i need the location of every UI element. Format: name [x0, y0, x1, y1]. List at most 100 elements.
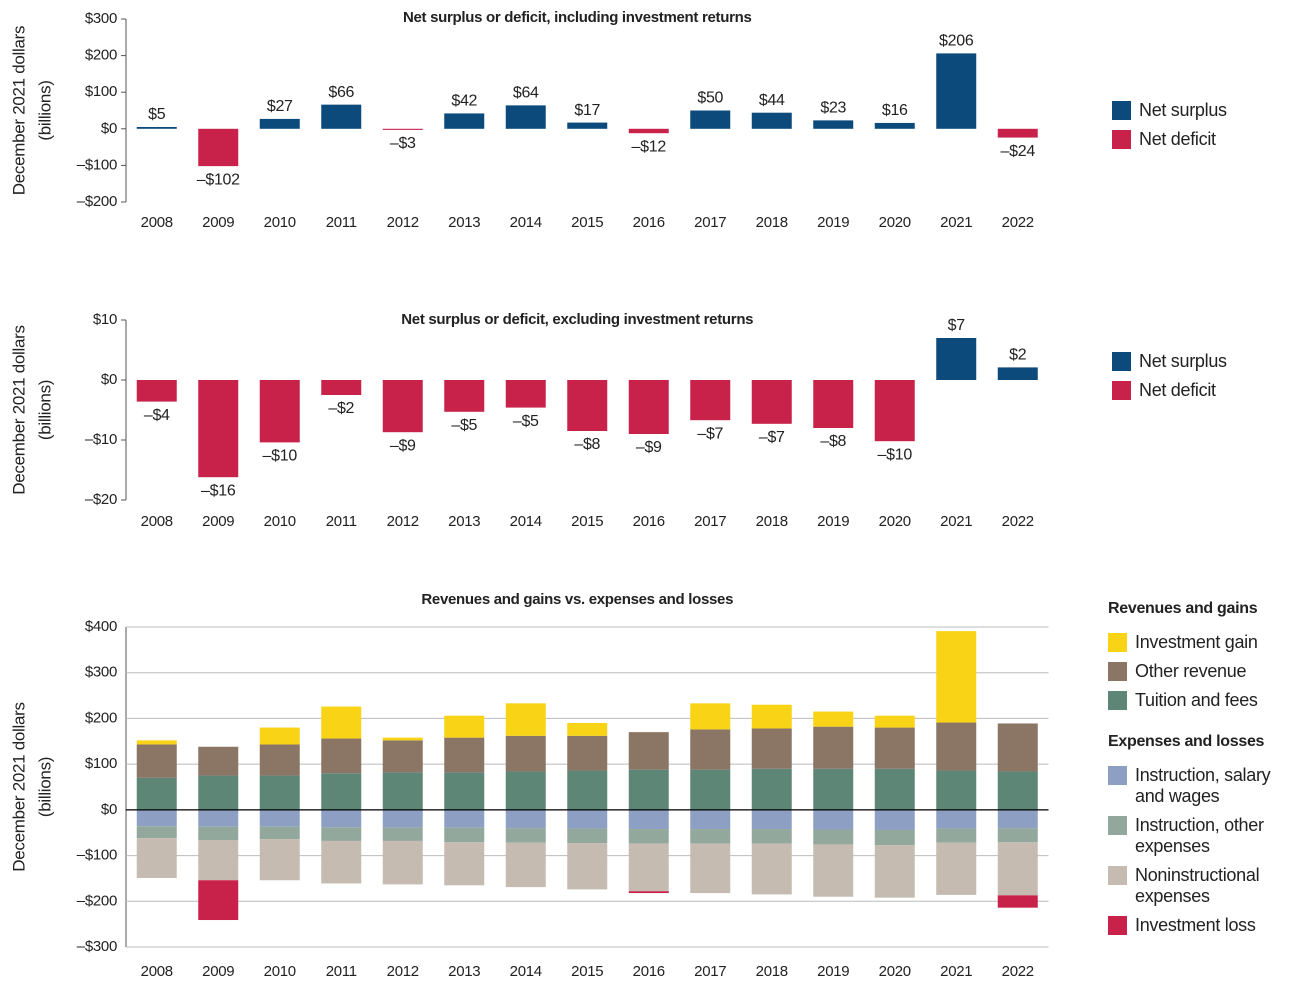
legend-item: Instruction, salary and wages: [1108, 765, 1298, 807]
bar-segment: [505, 842, 546, 888]
value-label: –$2: [328, 400, 354, 417]
y-axis-label: (billions): [35, 380, 54, 440]
x-tick-label: 2019: [817, 513, 849, 530]
bar-segment: [259, 826, 300, 840]
x-tick-label: 2016: [633, 963, 665, 980]
bar: [321, 380, 362, 395]
x-tick-label: 2018: [756, 963, 788, 980]
x-tick-label: 2021: [940, 214, 972, 231]
legend-item: Net deficit: [1112, 380, 1300, 401]
value-label: –$8: [820, 433, 846, 450]
bar: [690, 110, 731, 129]
bar: [321, 104, 362, 129]
value-label: $50: [697, 90, 723, 107]
bar-segment: [628, 769, 669, 810]
bar: [813, 120, 854, 129]
bar-segment: [567, 723, 608, 736]
legend-item: Investment loss: [1108, 915, 1298, 936]
bar-segment: [382, 809, 423, 828]
bar: [936, 338, 977, 380]
x-tick-label: 2014: [510, 513, 542, 530]
bar-segment: [813, 829, 854, 845]
bar-segment: [136, 744, 177, 778]
value-label: $42: [451, 93, 477, 110]
y-tick-label: –$100: [77, 156, 117, 173]
bar-segment: [198, 826, 239, 841]
legend-swatch: [1112, 101, 1131, 120]
legend-swatch: [1112, 381, 1131, 400]
x-tick-label: 2018: [756, 214, 788, 231]
value-label: –$24: [1001, 143, 1036, 160]
x-tick-label: 2019: [817, 214, 849, 231]
bar: [136, 380, 177, 402]
legend-item: Tuition and fees: [1108, 690, 1298, 711]
legend-label: Instruction, salary and wages: [1135, 765, 1271, 806]
x-tick-label: 2008: [141, 963, 173, 980]
bar-segment: [690, 809, 731, 830]
x-tick-label: 2015: [571, 963, 603, 980]
bar-segment: [813, 768, 854, 810]
value-label: –$5: [513, 413, 539, 430]
bar: [997, 367, 1038, 380]
bar-segment: [936, 828, 977, 843]
value-label: $5: [148, 106, 166, 123]
bar-segment: [567, 735, 608, 771]
bar-segment: [567, 828, 608, 844]
bar-segment: [997, 895, 1038, 908]
bar-segment: [751, 843, 792, 895]
y-tick-label: $300: [85, 10, 117, 27]
bar-segment: [321, 840, 362, 884]
y-tick-label: –$10: [85, 431, 117, 448]
value-label: –$9: [636, 439, 662, 456]
bar-segment: [321, 706, 362, 739]
x-tick-label: 2021: [940, 513, 972, 530]
legend-label: Investment loss: [1135, 915, 1256, 935]
x-tick-label: 2008: [141, 513, 173, 530]
legend-label: Net surplus: [1139, 351, 1227, 371]
bar: [690, 380, 731, 421]
x-tick-label: 2009: [202, 214, 234, 231]
x-tick-label: 2020: [879, 214, 911, 231]
bar-segment: [874, 727, 915, 769]
value-label: –$3: [390, 135, 416, 152]
legend-item: Net deficit: [1112, 129, 1300, 150]
legend-swatch: [1108, 916, 1127, 935]
bar-segment: [628, 732, 669, 770]
bar-segment: [690, 703, 731, 730]
x-tick-label: 2019: [817, 963, 849, 980]
legend-swatch: [1108, 766, 1127, 785]
bar-segment: [382, 840, 423, 885]
bar: [505, 105, 546, 129]
bar: [198, 128, 239, 167]
bar-segment: [567, 843, 608, 890]
bar-segment: [259, 839, 300, 881]
legend-heading: Expenses and losses: [1108, 733, 1265, 750]
legend-swatch: [1108, 633, 1127, 652]
bar-segment: [567, 809, 608, 829]
legend-swatch: [1108, 691, 1127, 710]
bar-segment: [198, 809, 239, 827]
bar: [505, 380, 546, 408]
y-tick-label: $0: [101, 801, 117, 818]
x-tick-label: 2016: [633, 513, 665, 530]
x-tick-label: 2013: [448, 513, 480, 530]
value-label: –$9: [390, 437, 416, 454]
value-label: –$102: [197, 171, 240, 188]
bar-segment: [874, 715, 915, 728]
bar-segment: [382, 737, 423, 741]
value-label: –$7: [697, 425, 723, 442]
bar-segment: [751, 809, 792, 830]
bar-segment: [997, 723, 1038, 772]
legend-swatch: [1108, 662, 1127, 681]
y-tick-label: –$200: [77, 193, 117, 210]
x-tick-label: 2011: [326, 513, 357, 530]
bar: [751, 380, 792, 424]
bar: [198, 380, 239, 478]
x-tick-label: 2016: [633, 214, 665, 231]
bar-segment: [382, 772, 423, 810]
value-label: –$4: [144, 407, 170, 424]
value-label: –$10: [263, 448, 298, 465]
value-label: $27: [267, 98, 293, 115]
x-tick-label: 2015: [571, 214, 603, 231]
bar: [997, 128, 1038, 138]
